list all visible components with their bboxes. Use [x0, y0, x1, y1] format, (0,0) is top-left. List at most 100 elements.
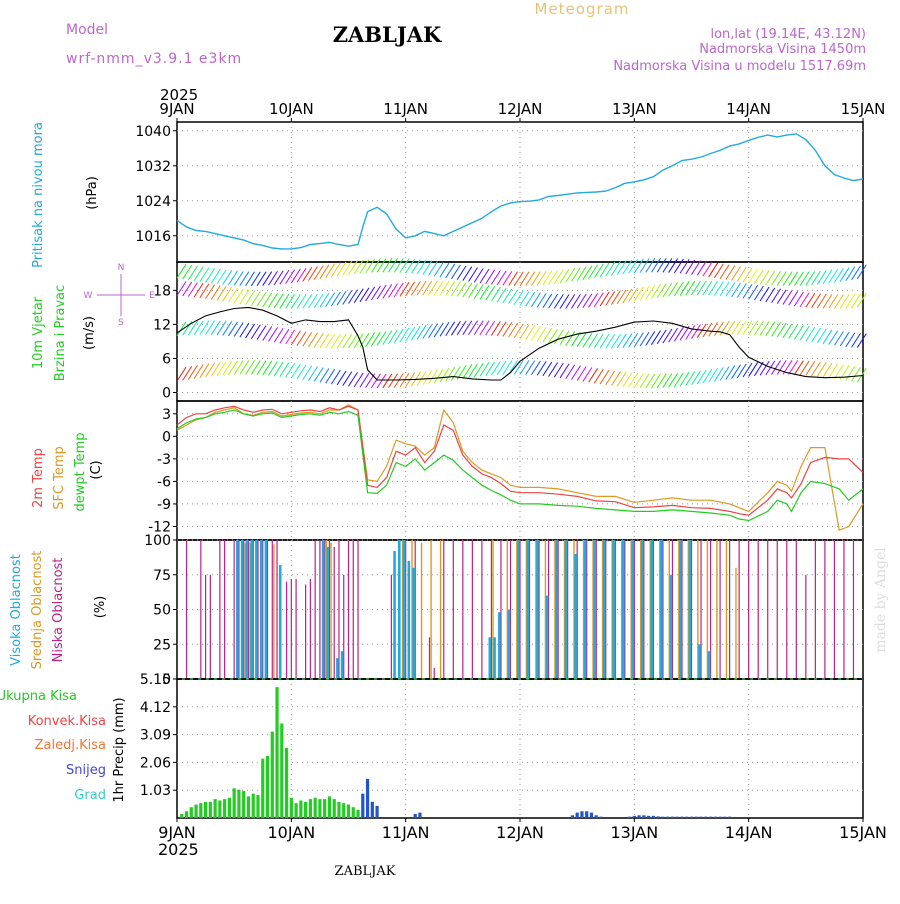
wind-barb: [410, 325, 421, 341]
cloud-bar: [631, 540, 635, 679]
wind-barb: [845, 293, 856, 309]
wind-barb: [290, 363, 301, 379]
wind-barb: [542, 361, 553, 377]
cloud-bar: [630, 540, 632, 679]
wind-barb: [216, 320, 227, 336]
precip-bar: [580, 811, 584, 818]
wind-barb: [262, 326, 273, 341]
wind-barb: [462, 364, 473, 379]
wind-barb: [508, 271, 518, 286]
legend-konvek-kisa: Konvek.Kisa: [28, 714, 106, 729]
cloud-bar: [652, 540, 654, 679]
precip-bar: [365, 778, 370, 818]
wind-barb: [302, 365, 313, 381]
wind-barb: [176, 321, 187, 336]
top-date-tick: 9JAN: [159, 100, 194, 118]
precip-bar: [194, 804, 198, 818]
wind-barb: [742, 267, 753, 283]
wind-barb: [833, 268, 844, 283]
wind-barb: [496, 360, 507, 376]
wind-barb: [662, 258, 673, 273]
cloud-bar: [601, 540, 604, 679]
cloud-bar: [517, 540, 520, 679]
wind-barb: [553, 294, 564, 309]
wind-barb: [793, 271, 804, 287]
cloud-bar: [805, 574, 807, 679]
model-altitude-label: Nadmorska Visina u modelu 1517.69m: [613, 59, 866, 74]
wind-barb: [525, 271, 536, 287]
wind-barb: [359, 332, 370, 348]
wind-barb: [353, 259, 364, 275]
wind-barb: [719, 281, 730, 297]
wind-barb: [731, 282, 741, 298]
wind-barb: [719, 321, 730, 336]
precip-bar: [199, 803, 203, 818]
wind-barb: [273, 361, 284, 377]
wind-barb: [308, 366, 318, 381]
wind-barb: [656, 257, 667, 273]
wind-barb: [428, 261, 438, 276]
temp-ytick-label: -3: [157, 452, 171, 468]
altitude-label: Nadmorska Visina 1450m: [699, 42, 866, 57]
cloud-bar: [236, 540, 239, 679]
wind-barb: [788, 271, 799, 287]
temp-ytick-label: 3: [162, 407, 171, 423]
wind-barb: [388, 283, 398, 298]
wind-barb: [325, 292, 336, 307]
wind-barb: [559, 294, 570, 309]
wind-barb: [193, 364, 204, 379]
wind-barb: [502, 322, 513, 337]
cloud-bar: [492, 540, 494, 679]
wind-barb: [199, 320, 210, 335]
cloud-ytick-label: 25: [153, 637, 171, 653]
precip-bar: [651, 815, 655, 818]
precip-bar: [675, 816, 679, 818]
wind-barb: [833, 364, 844, 379]
cloud-bar: [729, 540, 731, 679]
cloud-bar: [681, 540, 683, 679]
wind-barb: [399, 258, 410, 273]
wind-barb: [725, 265, 736, 280]
precip-bar: [265, 755, 270, 818]
bottom-date-tick: 13JAN: [610, 823, 658, 842]
wind-barb: [628, 372, 639, 388]
wind-barb: [439, 280, 450, 296]
panel-gridlines: [290, 122, 750, 818]
wind-barb: [405, 258, 416, 274]
wind-barb: [611, 261, 621, 276]
wind-barb: [468, 267, 478, 282]
wind-barb: [845, 332, 856, 347]
wind-barb: [456, 320, 467, 336]
cloud-bar: [716, 540, 718, 679]
wind-barb: [188, 282, 198, 297]
wind-barb: [359, 373, 370, 388]
wind-barb: [382, 284, 393, 299]
wind-barb: [593, 333, 604, 349]
precip-bar: [203, 801, 208, 818]
wind-barb: [308, 266, 318, 281]
wind-barb: [685, 259, 696, 275]
wind-barb: [833, 331, 844, 346]
cloud-bar: [328, 540, 331, 679]
wind-barb: [376, 258, 387, 273]
wind-barb: [553, 362, 564, 378]
compass-e-label: E: [149, 291, 155, 301]
wind-barb: [336, 333, 347, 349]
wind-barb: [365, 286, 376, 302]
legend-ukupna-kisa: Ukupna Kisa: [0, 689, 77, 704]
wind-barb: [536, 293, 547, 308]
wind-barb: [365, 258, 376, 274]
cloud-bar: [519, 540, 521, 679]
wind-barb: [531, 271, 541, 286]
wind-barb: [662, 282, 673, 298]
cloud-bar: [690, 540, 693, 679]
wind-barb: [851, 293, 861, 309]
wind-ytick-label: 18: [153, 283, 171, 299]
cloud-bar: [273, 544, 275, 679]
wind-barb: [616, 371, 627, 387]
wind-barb: [302, 332, 313, 347]
wind-barb: [588, 333, 599, 348]
precip-bar: [327, 796, 332, 818]
wind-barb: [370, 373, 381, 389]
